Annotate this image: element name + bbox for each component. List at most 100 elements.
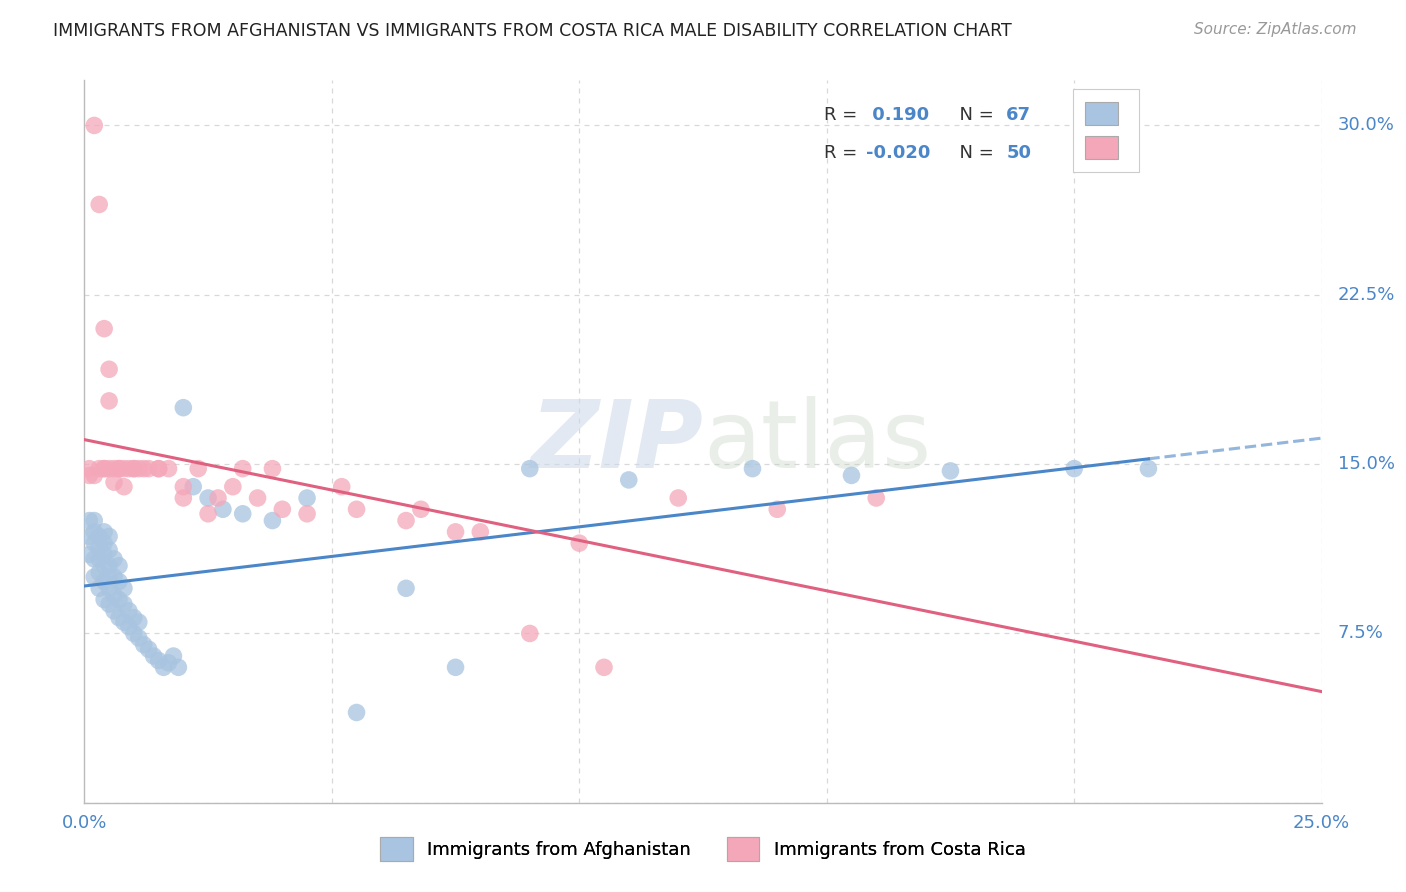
Point — [89, 461, 111, 475]
Point — [519, 626, 541, 640]
Point — [172, 491, 194, 505]
Point — [89, 552, 111, 566]
Point — [617, 473, 640, 487]
Point — [83, 468, 105, 483]
Point — [122, 461, 145, 475]
Text: R =: R = — [824, 144, 863, 161]
Point — [79, 548, 101, 562]
Point — [98, 461, 121, 475]
Point — [409, 502, 432, 516]
Point — [103, 570, 125, 584]
Point — [172, 401, 194, 415]
Point — [103, 604, 125, 618]
Point — [148, 461, 170, 475]
Point — [346, 502, 368, 516]
Point — [295, 507, 318, 521]
Point — [108, 558, 131, 573]
Point — [222, 480, 245, 494]
Point — [89, 197, 111, 211]
Point — [93, 524, 115, 539]
Point — [330, 480, 353, 494]
Point — [444, 524, 467, 539]
Point — [108, 461, 131, 475]
Point — [148, 461, 170, 475]
Point — [98, 558, 121, 573]
Point — [103, 475, 125, 490]
Text: 15.0%: 15.0% — [1337, 455, 1395, 473]
Point — [93, 548, 115, 562]
Text: -0.020: -0.020 — [866, 144, 931, 161]
Point — [207, 491, 229, 505]
Point — [98, 362, 121, 376]
Point — [132, 638, 155, 652]
Point — [766, 502, 789, 516]
Point — [841, 468, 863, 483]
Point — [112, 461, 135, 475]
Text: 22.5%: 22.5% — [1337, 285, 1395, 304]
Point — [93, 321, 115, 335]
Point — [118, 461, 141, 475]
Text: N =: N = — [948, 105, 1000, 124]
Point — [93, 461, 115, 475]
Point — [142, 648, 165, 663]
Point — [395, 514, 418, 528]
Text: R =: R = — [824, 105, 863, 124]
Point — [93, 574, 115, 589]
Text: ZIP: ZIP — [530, 395, 703, 488]
Text: N =: N = — [948, 144, 1000, 161]
Point — [83, 524, 105, 539]
Point — [172, 480, 194, 494]
Point — [112, 582, 135, 596]
Point — [98, 597, 121, 611]
Point — [568, 536, 591, 550]
Point — [122, 610, 145, 624]
Point — [271, 502, 294, 516]
Point — [138, 642, 160, 657]
Text: 67: 67 — [1007, 105, 1031, 124]
Point — [93, 558, 115, 573]
Point — [89, 582, 111, 596]
Text: IMMIGRANTS FROM AFGHANISTAN VS IMMIGRANTS FROM COSTA RICA MALE DISABILITY CORREL: IMMIGRANTS FROM AFGHANISTAN VS IMMIGRANT… — [53, 22, 1012, 40]
Point — [148, 654, 170, 668]
Point — [346, 706, 368, 720]
Point — [157, 656, 180, 670]
Point — [108, 461, 131, 475]
Point — [593, 660, 616, 674]
Point — [98, 529, 121, 543]
Point — [112, 480, 135, 494]
Point — [79, 514, 101, 528]
Point — [666, 491, 689, 505]
Point — [1137, 461, 1160, 475]
Point — [83, 570, 105, 584]
Point — [93, 536, 115, 550]
Point — [98, 582, 121, 596]
Point — [295, 491, 318, 505]
Point — [83, 514, 105, 528]
Text: atlas: atlas — [703, 395, 931, 488]
Point — [98, 542, 121, 557]
Point — [79, 468, 101, 483]
Point — [89, 566, 111, 580]
Point — [1063, 461, 1085, 475]
Point — [118, 604, 141, 618]
Point — [122, 626, 145, 640]
Point — [262, 514, 284, 528]
Text: Source: ZipAtlas.com: Source: ZipAtlas.com — [1194, 22, 1357, 37]
Point — [519, 461, 541, 475]
Point — [865, 491, 887, 505]
Point — [89, 529, 111, 543]
Point — [79, 461, 101, 475]
Point — [83, 536, 105, 550]
Point — [232, 507, 254, 521]
Point — [98, 570, 121, 584]
Point — [93, 461, 115, 475]
Point — [103, 588, 125, 602]
Point — [108, 592, 131, 607]
Point — [939, 464, 962, 478]
Point — [197, 491, 219, 505]
Point — [187, 461, 209, 475]
Point — [103, 461, 125, 475]
Point — [112, 615, 135, 630]
Point — [395, 582, 418, 596]
Point — [197, 507, 219, 521]
